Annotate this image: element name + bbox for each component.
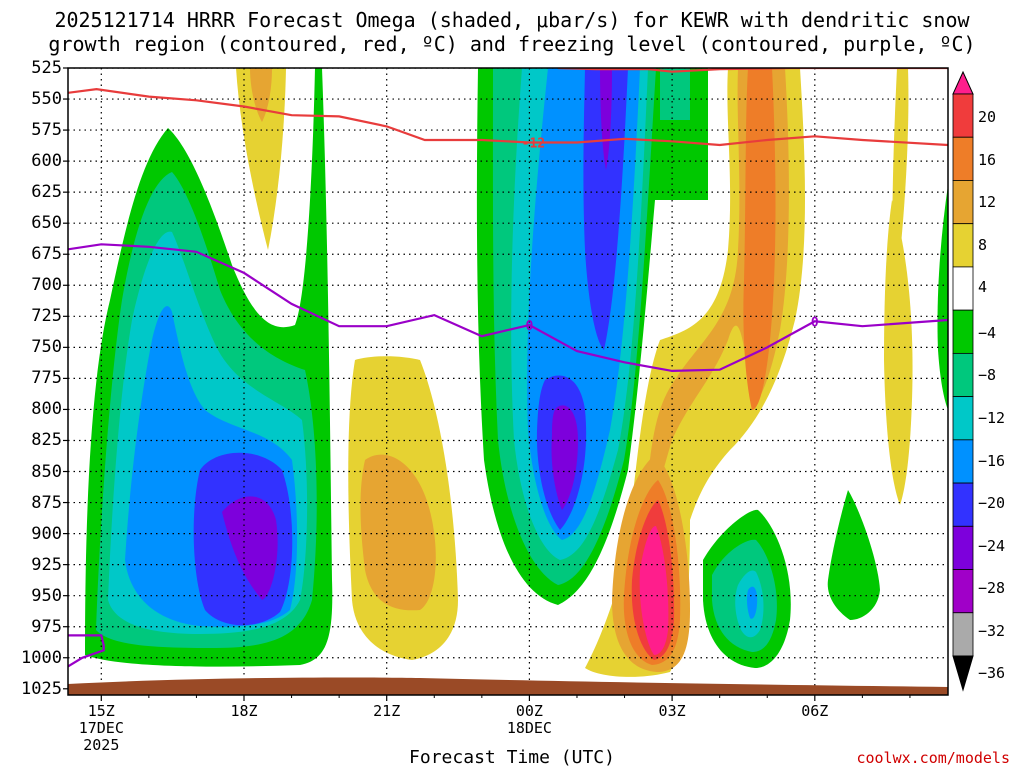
x-tick-label: 06Z <box>801 702 829 720</box>
colorbar-segment <box>952 439 974 484</box>
colorbar-segment <box>952 482 974 527</box>
colorbar-label: −32 <box>978 621 1006 640</box>
omega-region-lower-magenta <box>639 525 669 655</box>
y-tick-label: 575 <box>31 120 62 141</box>
colorbar-segment <box>952 180 974 225</box>
y-tick-label: 950 <box>31 585 62 606</box>
x-tick-label: 18Z <box>230 702 258 720</box>
y-tick-label: 750 <box>31 337 62 358</box>
y-tick-label: 550 <box>31 89 62 110</box>
omega-region-upper-yellow <box>236 68 286 250</box>
colorbar-label: 12 <box>978 193 997 212</box>
y-tick-label: 650 <box>31 213 62 234</box>
colorbar-segment <box>952 396 974 441</box>
colorbar-label: −28 <box>978 579 1006 598</box>
contour-lines: -12 0 0 <box>68 68 948 668</box>
colorbar-label: 20 <box>978 108 997 126</box>
y-tick-label: 875 <box>31 492 62 513</box>
colorbar-label: −36 <box>978 664 1006 683</box>
omega-region-right-cell-blue <box>746 586 758 619</box>
y-tick-label: 925 <box>31 554 62 575</box>
omega-region-left-purple <box>222 496 278 600</box>
x-tick-label: 15Z <box>87 702 115 720</box>
y-tick-label: 900 <box>31 523 62 544</box>
colorbar-label: 4 <box>978 278 988 297</box>
y-tick-label: 700 <box>31 275 62 296</box>
plot-grid <box>68 68 948 695</box>
colorbar-segment <box>952 309 974 354</box>
colorbar-label: −8 <box>978 366 997 385</box>
x-tick-label: 2025 <box>83 736 120 754</box>
omega-region-far-green <box>827 490 880 620</box>
x-axis-title: Forecast Time (UTC) <box>409 747 615 768</box>
credit-link[interactable]: coolwx.com/models <box>856 749 1010 767</box>
colorbar-segment <box>952 93 974 138</box>
omega-region-upper-orange <box>250 68 272 122</box>
colorbar-label: 8 <box>978 235 988 254</box>
terrain-surface <box>68 677 948 695</box>
colorbar-segment <box>952 352 974 398</box>
omega-region-edge-green <box>937 185 948 410</box>
y-tick-label: 775 <box>31 368 62 389</box>
y-tick-label: 525 <box>31 58 62 78</box>
y-tick-label: 800 <box>31 399 62 420</box>
omega-region-center-purple-low <box>551 405 578 510</box>
x-tick-label: 18DEC <box>506 719 552 737</box>
dgz-contour-minus12 <box>68 87 948 147</box>
y-tick-label: 975 <box>31 616 62 637</box>
freezing-level-contour-low <box>68 634 105 668</box>
plot-frame <box>67 67 949 696</box>
dgz-contour-upper <box>557 68 948 73</box>
omega-region-far-yellow <box>884 200 913 505</box>
colorbar-segment <box>952 569 974 614</box>
omega-region-mid-orange <box>360 454 436 611</box>
y-tick-label: 825 <box>31 430 62 451</box>
omega-shading <box>85 68 948 677</box>
y-tick-label: 725 <box>31 306 62 327</box>
colorbar-segment <box>952 136 974 181</box>
y-tick-label: 625 <box>31 182 62 203</box>
y-tick-label: 1000 <box>21 647 62 668</box>
x-tick-label: 00Z <box>515 702 543 720</box>
colorbar-segment <box>952 266 974 311</box>
y-tick-label: 675 <box>31 244 62 265</box>
colorbar-segment <box>952 612 974 657</box>
colorbar-label: −12 <box>978 409 1006 428</box>
freezing-level-contour <box>68 243 948 373</box>
chart-title-line1: 2025121714 HRRR Forecast Omega (shaded, … <box>54 8 970 32</box>
y-tick-label: 1025 <box>21 678 62 699</box>
x-tick-label: 17DEC <box>78 719 124 737</box>
omega-region-right-orange <box>743 68 776 410</box>
colorbar <box>952 70 974 692</box>
colorbar-top-arrow <box>952 70 974 95</box>
plot-area: -12 0 0 <box>68 68 948 695</box>
colorbar-label: 16 <box>978 150 997 169</box>
x-tick-label: 03Z <box>658 702 686 720</box>
y-tick-label: 600 <box>31 151 62 172</box>
colorbar-bottom-arrow <box>952 655 974 692</box>
colorbar-segment <box>952 223 974 268</box>
x-tick-label: 21Z <box>373 702 401 720</box>
freezing-level-label-2: 0 <box>811 315 819 330</box>
dgz-contour-label: -12 <box>522 136 545 151</box>
freezing-level-label-1: 0 <box>525 319 533 334</box>
y-tick-label: 850 <box>31 461 62 482</box>
colorbar-segment <box>952 525 974 570</box>
omega-region-center-purple-top <box>600 68 612 170</box>
chart-title-line2: growth region (contoured, red, ºC) and f… <box>48 32 976 56</box>
colorbar-label: −4 <box>978 323 997 342</box>
colorbar-label: −20 <box>978 494 1006 513</box>
colorbar-label: −16 <box>978 451 1006 470</box>
colorbar-label: −24 <box>978 536 1006 555</box>
axis-ticks <box>63 67 911 701</box>
